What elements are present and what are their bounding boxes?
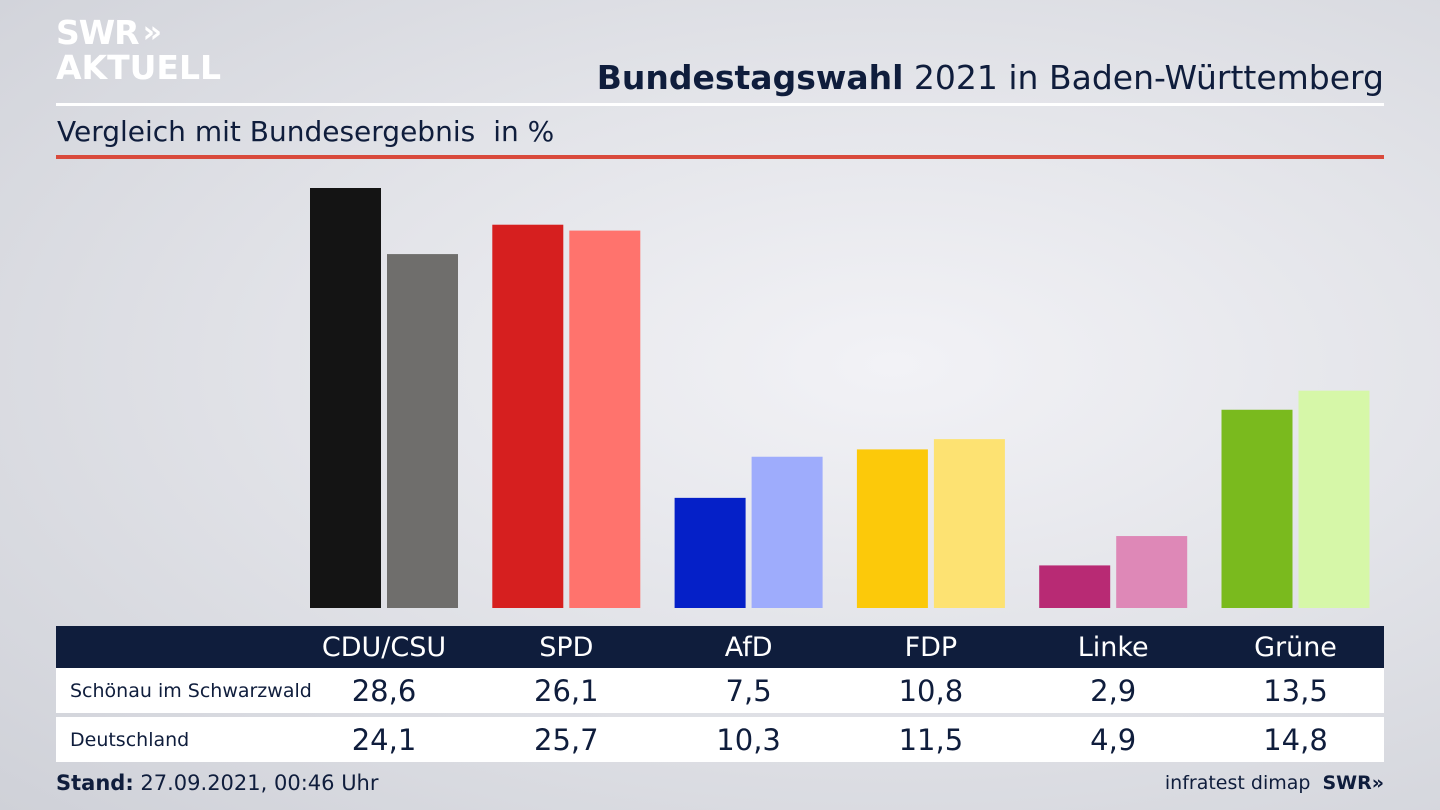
subtitle-text: Vergleich mit Bundesergebnis bbox=[57, 115, 476, 148]
table-cell: 28,6 bbox=[351, 673, 417, 708]
table-cell: 14,8 bbox=[1263, 722, 1328, 757]
source-text: infratest dimap bbox=[1164, 772, 1311, 794]
table-row: Schönau im Schwarzwald 28,6 26,1 7,5 10,8 2,… bbox=[56, 668, 1384, 713]
bar-national-0 bbox=[387, 254, 458, 608]
table-cell: 10,3 bbox=[716, 722, 781, 757]
table-cell: 10,8 bbox=[898, 673, 964, 708]
chart-title: Bundestagswahl 2021 in Baden-Württemberg bbox=[597, 58, 1384, 97]
chart-subtitle: Vergleich mit Bundesergebnis in % bbox=[57, 115, 554, 148]
chart-title-bold: Bundestagswahl bbox=[596, 58, 904, 97]
row-label: Deutschland bbox=[70, 728, 190, 751]
source-credit: infratest dimap SWR» bbox=[1165, 772, 1384, 794]
title-divider bbox=[56, 103, 1384, 106]
table-cell: 4,9 bbox=[1090, 722, 1137, 757]
table-cell: 11,5 bbox=[898, 722, 964, 757]
bar-local-3 bbox=[856, 449, 928, 608]
bar-national-3 bbox=[933, 439, 1005, 608]
bar-local-0 bbox=[310, 188, 381, 608]
table-cell: 2,9 bbox=[1090, 673, 1137, 708]
bar-national-2 bbox=[751, 456, 823, 608]
stand-value: 27.09.2021, 00:46 Uhr bbox=[140, 771, 379, 795]
column-header: Linke bbox=[1077, 631, 1149, 663]
swr-footer-chevrons-icon: » bbox=[1371, 772, 1384, 794]
column-header: CDU/CSU bbox=[321, 631, 447, 663]
column-header: SPD bbox=[539, 631, 594, 663]
table-header: CDU/CSU SPD AfD FDP Linke Grüne bbox=[56, 626, 1384, 668]
bar-national-4 bbox=[1116, 536, 1188, 608]
table-cell: 13,5 bbox=[1263, 673, 1328, 708]
accent-divider bbox=[56, 155, 1384, 159]
column-header: FDP bbox=[904, 631, 958, 663]
bar-local-2 bbox=[674, 497, 746, 608]
row-label: Schönau im Schwarzwald bbox=[70, 679, 312, 702]
swr-footer-text: SWR bbox=[1322, 772, 1372, 794]
bar-national-5 bbox=[1298, 390, 1370, 608]
column-header: AfD bbox=[724, 631, 773, 663]
bar-national-1 bbox=[569, 230, 641, 609]
bar-local-1 bbox=[492, 224, 564, 608]
logo-line1: SWR bbox=[56, 13, 140, 52]
table-cell: 24,1 bbox=[351, 722, 417, 757]
swr-aktuell-logo: SWR» AKTUELL bbox=[56, 16, 221, 84]
logo-line2: AKTUELL bbox=[56, 48, 222, 87]
table-cell: 25,7 bbox=[534, 722, 599, 757]
table-row: Deutschland 24,1 25,7 10,3 11,5 4,9 14,8 bbox=[56, 717, 1384, 762]
bar-chart bbox=[310, 188, 1370, 609]
logo-chevrons-icon: » bbox=[142, 14, 162, 50]
bar-local-5 bbox=[1221, 409, 1293, 608]
chart-title-rest: 2021 in Baden-Württemberg bbox=[913, 58, 1384, 97]
subtitle-unit: in % bbox=[493, 115, 555, 148]
table-cell: 26,1 bbox=[534, 673, 599, 708]
column-header: Grüne bbox=[1254, 631, 1337, 663]
table-cell: 7,5 bbox=[725, 673, 772, 708]
swr-footer-logo: SWR» bbox=[1322, 772, 1384, 794]
timestamp: Stand: 27.09.2021, 00:46 Uhr bbox=[56, 771, 379, 795]
bar-local-4 bbox=[1039, 565, 1111, 608]
results-table: CDU/CSU SPD AfD FDP Linke Grüne Schönau im Sc… bbox=[56, 626, 1384, 762]
stand-label: Stand: bbox=[56, 771, 134, 795]
